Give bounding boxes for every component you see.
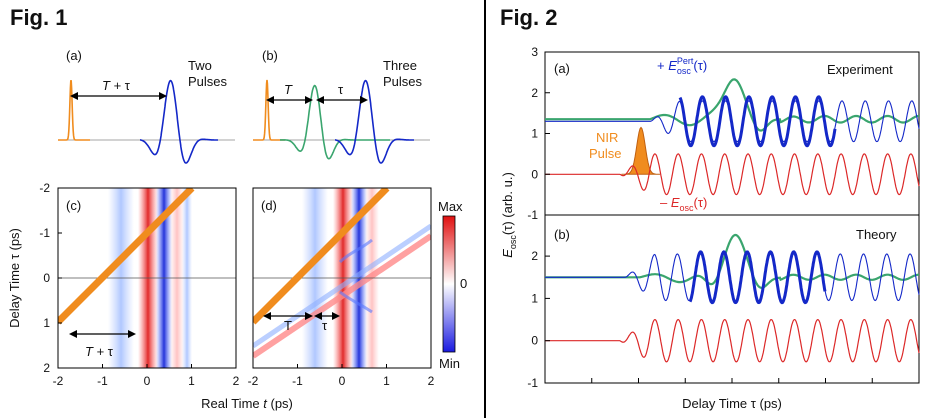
nir-label-line2: Pulse [589, 146, 622, 161]
y-tick-label: 0 [531, 167, 538, 181]
arrowhead-icon [332, 312, 340, 320]
fig1-panel-a: (a) Two Pulses T + τ [58, 48, 235, 164]
panel-b-arrow-tau-label: τ [338, 82, 344, 97]
heatmap-diagonal-red [253, 233, 431, 359]
x-tick-label: 2 [233, 374, 240, 388]
fig2-panel-a-label: (a) [554, 61, 570, 76]
x-tick-label: -1 [97, 374, 108, 388]
panel-d-arrow-T-label: T [284, 318, 292, 333]
arrowhead-icon [360, 96, 368, 104]
fig2-panel-b-red-trace [545, 318, 920, 363]
fig2-panel-a-red-trace [545, 153, 920, 196]
fig2-panel-a-green-trace [545, 78, 919, 132]
panel-a-caption-line2: Pulses [188, 74, 228, 89]
nir-label-line1: NIR [596, 130, 618, 145]
x-tick-label: -2 [248, 374, 259, 388]
x-tick-label: 0 [144, 374, 151, 388]
panel-a-caption-line1: Two [188, 58, 212, 73]
y-tick-label: -1 [527, 376, 538, 390]
y-tick-label: 2 [531, 249, 538, 263]
panel-b-arrow-T-label: T [284, 82, 293, 97]
fig2-x-ticks [591, 378, 873, 383]
fig2-red-legend: – Eosc(τ) [660, 195, 707, 213]
y-tick-label: 2 [531, 86, 538, 100]
arrowhead-icon [305, 312, 313, 320]
fig1-panel-d: (d) T τ [252, 187, 432, 369]
fig1-x-ticks-c: -2 -1 0 1 2 [53, 364, 240, 388]
arrowhead-icon [69, 330, 77, 338]
fig2-blue-legend: + EoscPert(τ) [657, 56, 707, 76]
x-tick-label: 1 [188, 374, 195, 388]
x-tick-label: -1 [292, 374, 303, 388]
fig2-panel-b-tag: Theory [856, 227, 897, 242]
colorbar-min-label: Min [439, 356, 460, 371]
fig1-panel-b: (b) Three Pulses T τ [253, 48, 430, 164]
fig1-x-ticks-d: -2 -1 0 1 2 [248, 364, 435, 388]
fig2-panel-b-blue-thick [688, 250, 827, 305]
y-tick-label: 0 [531, 334, 538, 348]
panel-d-label: (d) [261, 198, 277, 213]
y-tick-label: 1 [531, 127, 538, 141]
panel-b-nir-pulse [253, 79, 285, 141]
arrowhead-icon [266, 96, 274, 104]
panel-d-arrow-tau-label: τ [322, 318, 328, 333]
arrowhead-icon [316, 96, 324, 104]
fig2-nir-pulse [621, 126, 661, 175]
y-tick-label: -1 [39, 226, 50, 240]
colorbar-gradient [442, 215, 456, 353]
arrowhead-icon [305, 96, 313, 104]
heatmap-diagonal-blue [253, 223, 431, 349]
x-tick-label: 0 [339, 374, 346, 388]
panel-a-label: (a) [66, 48, 82, 63]
fig1-title: Fig. 1 [10, 5, 67, 30]
colorbar-mid-label: 0 [460, 276, 467, 291]
y-tick-label: 3 [531, 45, 538, 59]
fig2-y-ticks: 3 2 1 0 -1 2 1 0 -1 [527, 45, 550, 390]
fig2-y-axis-label: Eosc(τ) (arb. u.) [500, 172, 518, 258]
heatmap-interference [338, 238, 373, 314]
fig2-x-axis-label: Delay Time τ (ps) [682, 396, 782, 411]
panel-c-label: (c) [66, 198, 81, 213]
y-tick-label: 1 [531, 291, 538, 305]
fig1-x-axis-label: Real Time t (ps) [201, 396, 293, 411]
fig2-panel-b: (b) Theory [544, 214, 920, 384]
fig1-y-axis-label: Delay Time τ (ps) [7, 228, 22, 328]
fig2-panel-b-green-trace [545, 233, 919, 289]
nir-pulse-trace [58, 188, 195, 325]
fig2-title: Fig. 2 [500, 5, 557, 30]
arrowhead-icon [263, 312, 271, 320]
panel-b-thz-pulse-green [280, 84, 390, 160]
fig2-panel-a: (a) Experiment + EoscPert(τ) – Eosc(τ) N… [544, 51, 920, 216]
panel-b-thz-pulse-blue [335, 79, 414, 164]
fig2-panel-b-label: (b) [554, 227, 570, 242]
panel-b-caption-line1: Three [383, 58, 417, 73]
arrowhead-icon [314, 312, 322, 320]
panel-a-arrowhead-right [159, 92, 167, 100]
panel-a-arrow-label: T + τ [102, 78, 131, 93]
panel-a-nir-pulse [58, 80, 90, 141]
x-tick-label: 1 [383, 374, 390, 388]
colorbar: Max 0 Min [438, 199, 467, 371]
panel-c-arrow-label: T + τ [85, 344, 114, 359]
nir-pulse-trace [253, 188, 390, 325]
arrowhead-icon [128, 330, 136, 338]
x-tick-label: -2 [53, 374, 64, 388]
panel-b-label: (b) [262, 48, 278, 63]
fig2-panel-a-blue-thick [678, 95, 837, 148]
colorbar-max-label: Max [438, 199, 463, 214]
panel-a-arrowhead-left [70, 92, 78, 100]
panel-b-caption-line2: Pulses [383, 74, 423, 89]
fig2-panel-a-tag: Experiment [827, 62, 893, 77]
panel-a-thz-pulse [140, 79, 218, 164]
y-tick-label: 2 [43, 361, 50, 375]
fig1-panel-c: (c) T + τ [57, 187, 237, 369]
x-tick-label: 2 [428, 374, 435, 388]
y-tick-label: 0 [43, 271, 50, 285]
y-tick-label: -1 [527, 208, 538, 222]
fig1-y-ticks: -2 -1 0 1 2 [39, 181, 62, 375]
y-tick-label: 1 [43, 316, 50, 330]
y-tick-label: -2 [39, 181, 50, 195]
